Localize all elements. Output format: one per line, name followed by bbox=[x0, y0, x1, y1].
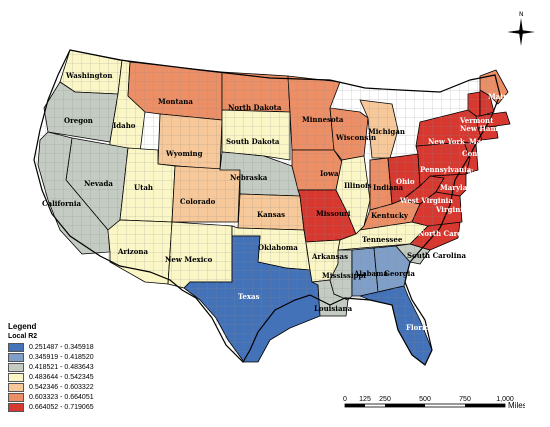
label-north-carolina: North Carolina bbox=[418, 229, 477, 238]
label-kentucky: Kentucky bbox=[371, 211, 409, 220]
scale-tick-label: 1,000 bbox=[496, 396, 514, 403]
legend-label: 0.345919 - 0.418520 bbox=[29, 354, 94, 361]
legend-label: 0.603323 - 0.664051 bbox=[29, 394, 94, 401]
scale-tick-label: 250 bbox=[379, 396, 391, 403]
map-legend: Legend Local R2 0.251487 - 0.345918 0.345… bbox=[8, 322, 94, 413]
label-oklahoma: Oklahoma bbox=[258, 243, 298, 252]
label-nebraska: Nebraska bbox=[230, 173, 268, 182]
label-mississippi: Mississippi bbox=[322, 271, 366, 280]
label-tennessee: Tennessee bbox=[362, 235, 403, 244]
label-south-dakota: South Dakota bbox=[226, 137, 280, 146]
scale-tick-label: 125 bbox=[359, 396, 371, 403]
label-connecticut: Connecticut bbox=[462, 149, 510, 158]
legend-title: Legend bbox=[8, 322, 37, 331]
label-new-hampshire: New Hampshire bbox=[460, 124, 523, 133]
legend-label: 0.418521 - 0.483643 bbox=[29, 364, 94, 371]
label-florida: Florida bbox=[406, 323, 435, 332]
label-iowa: Iowa bbox=[320, 169, 339, 178]
label-new-jersey: New Jersey bbox=[467, 168, 511, 177]
label-arizona: Arizona bbox=[117, 247, 149, 256]
label-michigan: Michigan bbox=[368, 127, 405, 136]
label-kansas: Kansas bbox=[257, 210, 285, 219]
state-labels: Washington Oregon Idaho Montana Wyoming … bbox=[42, 71, 527, 332]
legend-swatch bbox=[8, 353, 24, 362]
label-montana: Montana bbox=[158, 97, 193, 106]
label-wisconsin: Wisconsin bbox=[335, 133, 376, 142]
label-maine: Maine bbox=[488, 92, 513, 101]
scale-unit: Miles bbox=[508, 401, 525, 410]
label-massachusetts: Massachusetts bbox=[469, 137, 527, 146]
label-wyoming: Wyoming bbox=[165, 149, 203, 158]
scale-bar: 0 125 250 500 750 1,000 Miles bbox=[340, 392, 527, 416]
legend-item: 0.664052 - 0.719065 bbox=[8, 403, 94, 412]
legend-item: 0.483644 - 0.542345 bbox=[8, 373, 94, 382]
legend-item: 0.418521 - 0.483643 bbox=[8, 363, 94, 372]
label-texas: Texas bbox=[238, 292, 260, 301]
legend-item: 0.345919 - 0.418520 bbox=[8, 353, 94, 362]
label-california: California bbox=[42, 199, 82, 208]
label-arkansas: Arkansas bbox=[311, 252, 348, 261]
legend-swatch bbox=[8, 343, 24, 352]
legend-label: 0.251487 - 0.345918 bbox=[29, 344, 94, 351]
label-south-carolina: South Carolina bbox=[407, 251, 466, 260]
legend-item: 0.542346 - 0.603322 bbox=[8, 383, 94, 392]
label-new-york: New York bbox=[428, 137, 465, 146]
legend-label: 0.664052 - 0.719065 bbox=[29, 404, 94, 411]
scale-tick-label: 750 bbox=[459, 396, 471, 403]
legend-swatch bbox=[8, 393, 24, 402]
label-west-virginia: West Virginia bbox=[399, 196, 453, 205]
label-pennsylvania: Pennsylvania bbox=[420, 165, 472, 174]
legend-label: 0.483644 - 0.542345 bbox=[29, 374, 94, 381]
legend-item: 0.603323 - 0.664051 bbox=[8, 393, 94, 402]
legend-swatch bbox=[8, 363, 24, 372]
label-nevada: Nevada bbox=[84, 179, 113, 188]
label-illinois: Illinois bbox=[344, 181, 372, 190]
label-virginia: Virginia bbox=[435, 205, 468, 214]
legend-swatch bbox=[8, 403, 24, 412]
label-colorado: Colorado bbox=[180, 197, 216, 206]
label-missouri: Missouri bbox=[316, 209, 351, 218]
legend-subtitle: Local R2 bbox=[8, 333, 38, 340]
label-utah: Utah bbox=[134, 183, 153, 192]
label-ohio: Ohio bbox=[396, 177, 415, 186]
legend-item: 0.251487 - 0.345918 bbox=[8, 343, 94, 352]
north-arrow-icon: N bbox=[507, 11, 535, 46]
label-oregon: Oregon bbox=[64, 116, 93, 125]
label-washington: Washington bbox=[65, 71, 112, 80]
legend-label: 0.542346 - 0.603322 bbox=[29, 384, 94, 391]
label-georgia: Georgia bbox=[384, 269, 415, 278]
label-louisiana: Louisiana bbox=[314, 304, 353, 313]
legend-swatch bbox=[8, 373, 24, 382]
label-north-dakota: North Dakota bbox=[228, 103, 282, 112]
label-new-mexico: New Mexico bbox=[165, 255, 213, 264]
label-idaho: Idaho bbox=[113, 121, 136, 130]
label-vermont: Vermont bbox=[459, 116, 494, 125]
legend-swatch bbox=[8, 383, 24, 392]
label-alabama: Alabama bbox=[353, 269, 388, 278]
label-maryland: Maryland bbox=[440, 183, 477, 192]
scale-tick-label: 500 bbox=[419, 396, 431, 403]
scale-tick-label: 0 bbox=[343, 396, 347, 403]
label-minnesota: Minnesota bbox=[302, 115, 344, 124]
label-indiana: Indiana bbox=[373, 183, 404, 192]
north-label: N bbox=[519, 11, 524, 18]
